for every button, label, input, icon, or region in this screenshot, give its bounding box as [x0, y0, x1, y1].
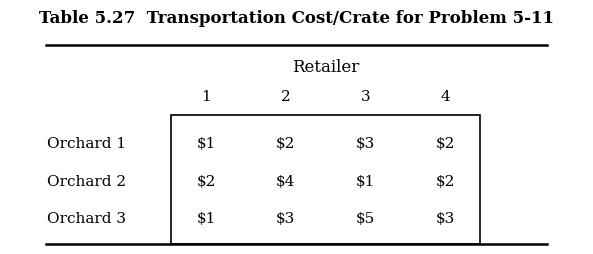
Text: 2: 2 [281, 90, 291, 104]
Text: $1: $1 [356, 175, 375, 189]
Text: Table 5.27  Transportation Cost/Crate for Problem 5-11: Table 5.27 Transportation Cost/Crate for… [39, 10, 554, 27]
Text: Retailer: Retailer [292, 59, 359, 76]
Text: $2: $2 [436, 175, 455, 189]
Text: $4: $4 [276, 175, 295, 189]
Text: 1: 1 [201, 90, 211, 104]
Text: $1: $1 [196, 212, 216, 226]
Bar [171, 115, 480, 244]
Text: Orchard 1: Orchard 1 [47, 137, 126, 151]
Text: $5: $5 [356, 212, 375, 226]
Text: Orchard 3: Orchard 3 [47, 212, 126, 226]
Text: 3: 3 [361, 90, 371, 104]
Text: $1: $1 [196, 137, 216, 151]
Text: $2: $2 [276, 137, 295, 151]
Text: $3: $3 [436, 212, 455, 226]
Text: $2: $2 [196, 175, 216, 189]
Text: Orchard 2: Orchard 2 [47, 175, 126, 189]
Text: $2: $2 [436, 137, 455, 151]
Text: $3: $3 [356, 137, 375, 151]
Text: $3: $3 [276, 212, 295, 226]
Text: 4: 4 [441, 90, 450, 104]
